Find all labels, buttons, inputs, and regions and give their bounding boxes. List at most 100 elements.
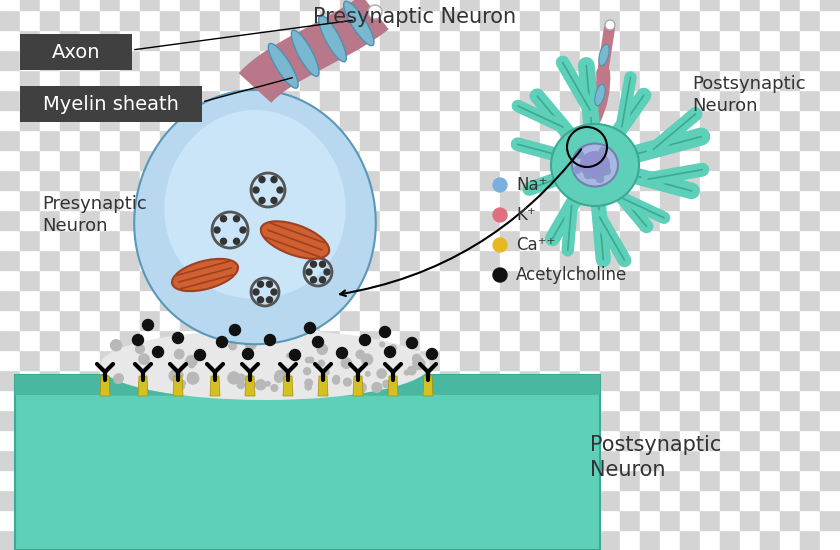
Circle shape bbox=[333, 377, 339, 384]
Bar bbox=[260, 390, 280, 410]
Bar bbox=[240, 150, 260, 170]
Bar bbox=[220, 310, 240, 330]
Bar bbox=[300, 90, 320, 110]
Bar bbox=[560, 390, 580, 410]
Bar bbox=[180, 70, 200, 90]
Bar bbox=[540, 290, 560, 310]
Bar bbox=[800, 430, 820, 450]
Bar bbox=[0, 510, 20, 530]
Circle shape bbox=[427, 349, 438, 360]
Bar bbox=[380, 170, 400, 190]
Bar bbox=[400, 210, 420, 230]
Circle shape bbox=[143, 320, 154, 331]
Bar bbox=[420, 490, 440, 510]
Ellipse shape bbox=[580, 151, 610, 179]
Bar bbox=[440, 50, 460, 70]
Circle shape bbox=[311, 261, 317, 267]
Bar bbox=[440, 150, 460, 170]
Polygon shape bbox=[15, 375, 600, 550]
Bar bbox=[160, 90, 180, 110]
Bar bbox=[560, 530, 580, 550]
Bar bbox=[620, 90, 640, 110]
Bar bbox=[360, 350, 380, 370]
Bar bbox=[680, 250, 700, 270]
Bar bbox=[240, 270, 260, 290]
Bar bbox=[700, 210, 720, 230]
Bar bbox=[220, 270, 240, 290]
Bar bbox=[460, 510, 480, 530]
Bar bbox=[100, 230, 120, 250]
Bar bbox=[700, 70, 720, 90]
Bar bbox=[420, 270, 440, 290]
Bar bbox=[640, 450, 660, 470]
Circle shape bbox=[305, 379, 312, 387]
Bar bbox=[120, 350, 140, 370]
Circle shape bbox=[178, 383, 184, 390]
Bar bbox=[820, 530, 840, 550]
Bar bbox=[120, 150, 140, 170]
Bar bbox=[340, 70, 360, 90]
Bar bbox=[800, 450, 820, 470]
Bar bbox=[560, 70, 580, 90]
Circle shape bbox=[324, 269, 330, 275]
Bar bbox=[340, 0, 360, 10]
Circle shape bbox=[258, 281, 264, 287]
Bar bbox=[240, 10, 260, 30]
Bar bbox=[720, 270, 740, 290]
Bar bbox=[440, 390, 460, 410]
Bar bbox=[340, 10, 360, 30]
Bar bbox=[340, 50, 360, 70]
Bar bbox=[40, 30, 60, 50]
Circle shape bbox=[308, 358, 313, 362]
Bar bbox=[140, 290, 160, 310]
Bar bbox=[780, 370, 800, 390]
Circle shape bbox=[234, 238, 239, 244]
Bar bbox=[660, 130, 680, 150]
Bar bbox=[760, 170, 780, 190]
Bar bbox=[200, 370, 220, 390]
Bar bbox=[100, 530, 120, 550]
Bar bbox=[440, 350, 460, 370]
Bar bbox=[20, 410, 40, 430]
Bar bbox=[320, 0, 340, 10]
Bar bbox=[260, 330, 280, 350]
Bar bbox=[80, 410, 100, 430]
Bar bbox=[360, 510, 380, 530]
Bar bbox=[0, 470, 20, 490]
Circle shape bbox=[253, 187, 259, 193]
Bar bbox=[140, 230, 160, 250]
Bar bbox=[140, 70, 160, 90]
Bar bbox=[620, 10, 640, 30]
Bar bbox=[520, 530, 540, 550]
Bar bbox=[340, 190, 360, 210]
Bar bbox=[60, 350, 80, 370]
Bar bbox=[740, 0, 760, 10]
Bar bbox=[240, 510, 260, 530]
Bar bbox=[120, 290, 140, 310]
Bar bbox=[120, 270, 140, 290]
Bar bbox=[740, 110, 760, 130]
Bar bbox=[60, 490, 80, 510]
Bar bbox=[680, 90, 700, 110]
Circle shape bbox=[318, 344, 328, 354]
Bar bbox=[700, 530, 720, 550]
Bar bbox=[580, 390, 600, 410]
Bar bbox=[300, 510, 320, 530]
Circle shape bbox=[237, 374, 245, 382]
Bar bbox=[680, 210, 700, 230]
Bar bbox=[680, 30, 700, 50]
Bar bbox=[300, 370, 320, 390]
Bar bbox=[480, 430, 500, 450]
Bar bbox=[640, 530, 660, 550]
Bar bbox=[40, 70, 60, 90]
Bar bbox=[720, 210, 740, 230]
Bar bbox=[420, 30, 440, 50]
Polygon shape bbox=[423, 376, 433, 396]
Bar bbox=[140, 430, 160, 450]
Bar bbox=[620, 530, 640, 550]
Circle shape bbox=[319, 261, 326, 267]
Bar bbox=[580, 170, 600, 190]
Circle shape bbox=[341, 358, 351, 368]
Bar bbox=[280, 390, 300, 410]
Bar bbox=[160, 150, 180, 170]
